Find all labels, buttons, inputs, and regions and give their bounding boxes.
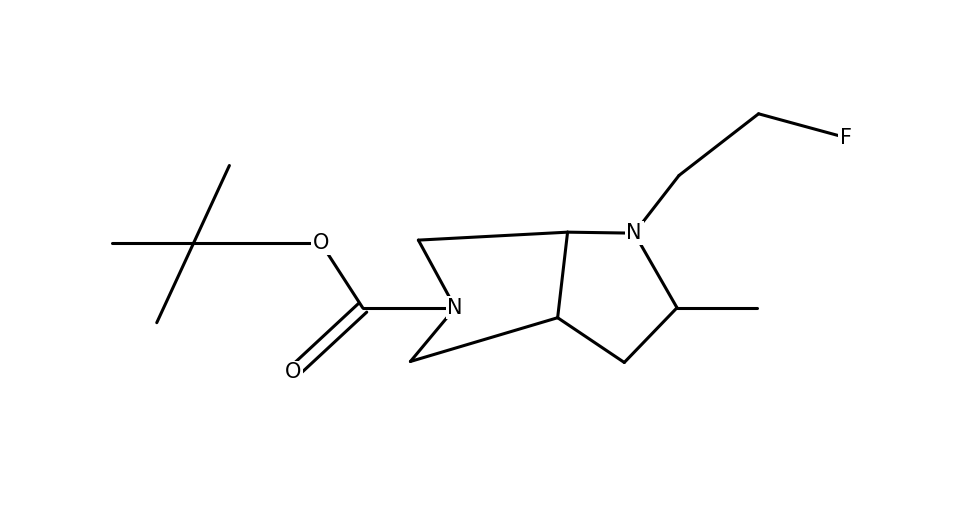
Text: O: O — [313, 233, 328, 253]
Text: N: N — [446, 298, 462, 318]
Text: N: N — [626, 223, 641, 243]
Text: O: O — [284, 362, 301, 382]
Text: F: F — [839, 128, 851, 148]
